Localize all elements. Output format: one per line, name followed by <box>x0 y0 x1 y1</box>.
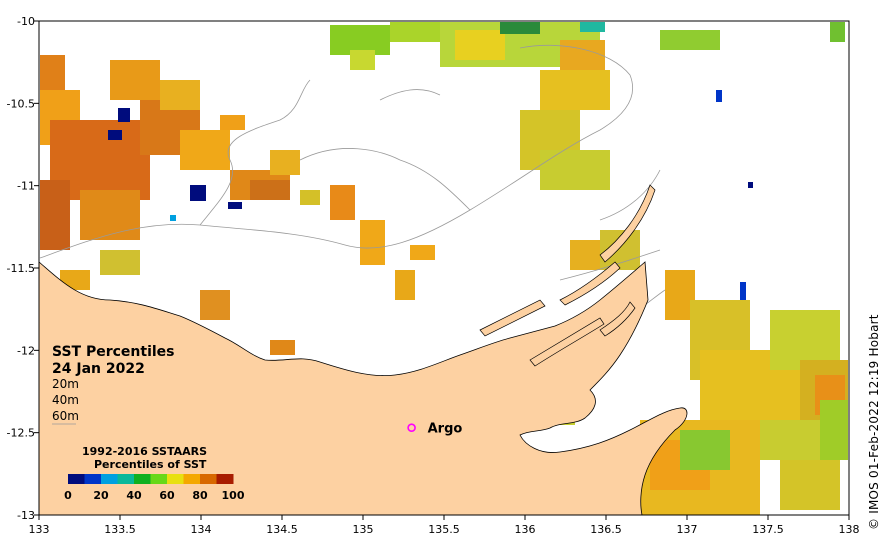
colorbar-swatch <box>150 474 168 484</box>
x-tick-label: 133 <box>29 523 50 536</box>
depth-label-20m: 20m <box>52 377 79 391</box>
colorbar-swatch <box>101 474 118 484</box>
sst-pixel-layer <box>40 22 848 515</box>
y-tick-label: -10.5 <box>7 97 35 110</box>
x-tick-label: 137 <box>677 523 698 536</box>
colorbar-swatch <box>117 474 135 484</box>
land-mass <box>39 261 688 515</box>
x-tick-label: 137.5 <box>752 523 784 536</box>
x-tick-label: 134.5 <box>266 523 298 536</box>
colorbar-ticks: 0 20 40 60 80 100 <box>64 489 245 502</box>
island-chain <box>479 184 656 367</box>
x-tick-label: 136 <box>515 523 536 536</box>
colorbar-swatch <box>200 474 217 484</box>
depth-label-40m: 40m <box>52 393 79 407</box>
colorbar-tick-label: 100 <box>222 489 245 502</box>
colorbar-swatch <box>84 474 102 484</box>
colorbar-swatch <box>167 474 184 484</box>
colorbar-tick-label: 80 <box>192 489 208 502</box>
y-tick-label: -11 <box>17 180 35 193</box>
colorbar-swatch <box>183 474 201 484</box>
map-date: 24 Jan 2022 <box>52 361 145 377</box>
argo-float-marker[interactable] <box>407 423 416 433</box>
colorbar <box>68 474 234 484</box>
x-tick-label: 138 <box>839 523 860 536</box>
y-tick-label: -13 <box>17 509 35 522</box>
y-tick-label: -12.5 <box>7 427 35 440</box>
colorbar-tick-label: 20 <box>93 489 109 502</box>
colorbar-tick-label: 40 <box>126 489 142 502</box>
colorbar-tick-label: 60 <box>159 489 175 502</box>
colorbar-swatch <box>68 474 85 484</box>
x-tick-label: 134 <box>191 523 212 536</box>
y-axis: -10 -10.5 -11 -11.5 -12 -12.5 -13 <box>7 15 39 522</box>
x-tick-label: 136.5 <box>590 523 622 536</box>
y-tick-label: -11.5 <box>7 262 35 275</box>
colorbar-title-line1: 1992-2016 SSTAARS <box>82 445 207 458</box>
colorbar-tick-label: 0 <box>64 489 72 502</box>
x-tick-label: 133.5 <box>104 523 136 536</box>
colorbar-swatch <box>134 474 151 484</box>
colorbar-title-line2: Percentiles of SST <box>94 458 207 471</box>
colorbar-swatch <box>216 474 234 484</box>
y-tick-label: -10 <box>17 15 35 28</box>
map-title: SST Percentiles <box>52 344 175 360</box>
x-tick-label: 135.5 <box>428 523 460 536</box>
depth-label-60m: 60m <box>52 409 79 423</box>
x-tick-label: 135 <box>353 523 374 536</box>
x-axis: 133 133.5 134 134.5 135 135.5 136 136.5 137 137.5… <box>29 515 860 536</box>
imos-credit: © IMOS 01-Feb-2022 12:19 Hobart <box>867 314 881 530</box>
y-tick-label: -12 <box>17 344 35 357</box>
argo-label: Argo <box>428 422 463 437</box>
